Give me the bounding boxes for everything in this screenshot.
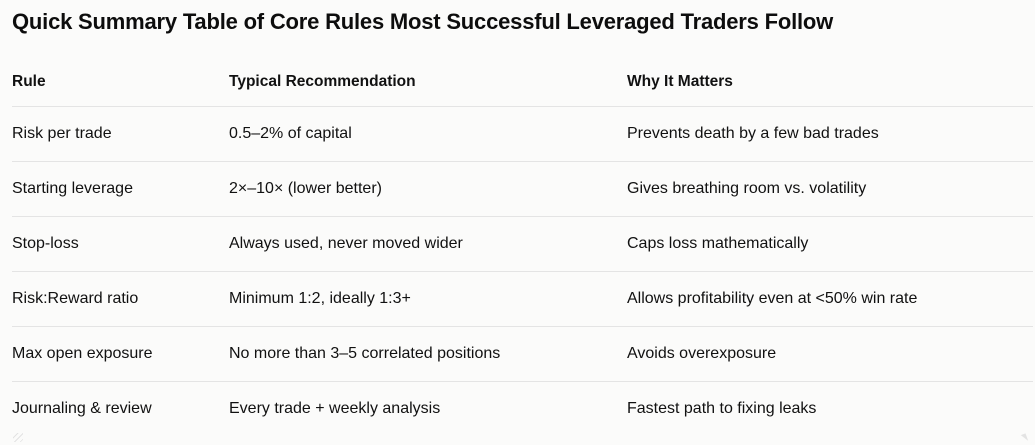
cell-recommendation: 2×–10× (lower better): [229, 180, 382, 197]
table-row: Stop-loss Always used, never moved wider…: [12, 217, 1033, 272]
table-row: Journaling & review Every trade + weekly…: [12, 382, 1033, 436]
cell-rule: Starting leverage: [12, 180, 133, 197]
summary-table: Rule Typical Recommendation Why It Matte…: [12, 58, 1033, 436]
table-row: Risk per trade 0.5–2% of capital Prevent…: [12, 107, 1033, 162]
table-row: Max open exposure No more than 3–5 corre…: [12, 327, 1033, 382]
cell-why: Prevents death by a few bad trades: [627, 125, 879, 142]
cell-rule: Stop-loss: [12, 235, 79, 252]
cell-why: Caps loss mathematically: [627, 235, 809, 252]
cell-recommendation: Every trade + weekly analysis: [229, 400, 441, 417]
cell-recommendation: Minimum 1:2, ideally 1:3+: [229, 290, 411, 307]
column-header-recommendation: Typical Recommendation: [229, 73, 416, 90]
cell-rule: Risk:Reward ratio: [12, 290, 139, 307]
cell-recommendation: No more than 3–5 correlated positions: [229, 345, 501, 362]
cell-why: Gives breathing room vs. volatility: [627, 180, 867, 197]
cell-why: Fastest path to fixing leaks: [627, 400, 817, 417]
column-header-rule: Rule: [12, 73, 46, 90]
column-header-why: Why It Matters: [627, 73, 733, 90]
table-row: Starting leverage 2×–10× (lower better) …: [12, 162, 1033, 217]
page-title: Quick Summary Table of Core Rules Most S…: [12, 9, 834, 34]
cell-recommendation: 0.5–2% of capital: [229, 125, 352, 142]
cell-rule: Journaling & review: [12, 400, 152, 417]
resize-grip-icon: [13, 433, 23, 442]
cell-rule: Max open exposure: [12, 345, 153, 362]
cell-recommendation: Always used, never moved wider: [229, 235, 463, 252]
cell-why: Avoids overexposure: [627, 345, 777, 362]
table-row: Risk:Reward ratio Minimum 1:2, ideally 1…: [12, 272, 1033, 327]
cell-rule: Risk per trade: [12, 125, 112, 142]
cell-why: Allows profitability even at <50% win ra…: [627, 290, 918, 307]
table-header-row: Rule Typical Recommendation Why It Matte…: [12, 58, 1033, 107]
